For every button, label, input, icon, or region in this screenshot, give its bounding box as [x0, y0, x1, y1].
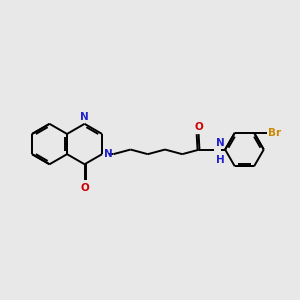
Text: O: O	[194, 122, 203, 132]
Text: N: N	[215, 138, 224, 148]
Text: Br: Br	[268, 128, 281, 138]
Text: N: N	[80, 112, 89, 122]
Text: O: O	[80, 183, 89, 193]
Text: N: N	[104, 149, 113, 159]
Text: H: H	[215, 155, 224, 165]
